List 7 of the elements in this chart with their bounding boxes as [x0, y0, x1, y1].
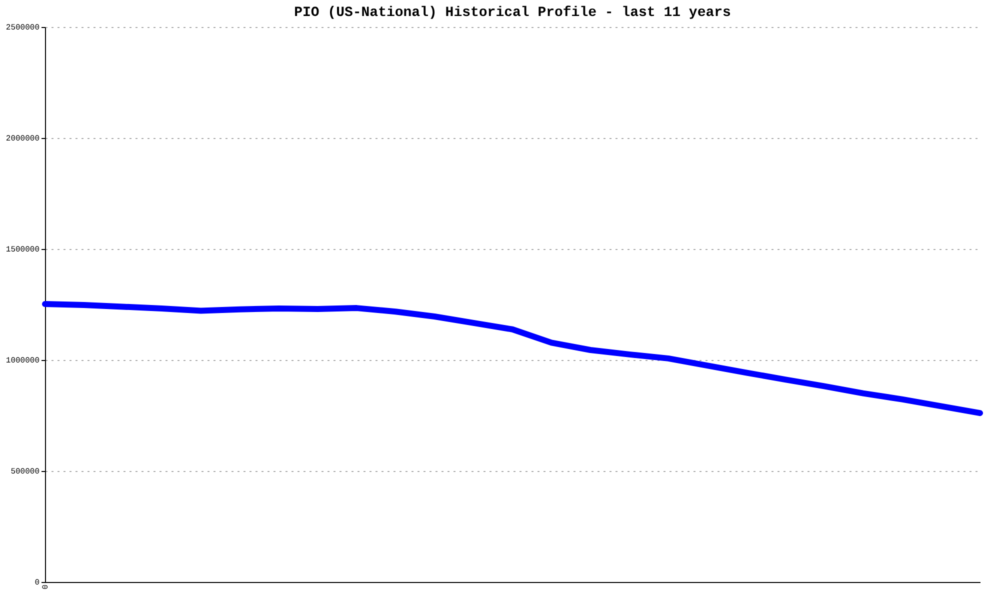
y-tick-label: 2000000 [6, 134, 40, 144]
y-tick-label: 2500000 [6, 24, 40, 32]
y-tick-label: 1500000 [6, 246, 40, 254]
chart-title: PIO (US-National) Historical Profile - last 11 years [294, 5, 731, 21]
y-tick-label: 1000000 [6, 356, 40, 366]
y-tick-label: 0 [34, 578, 40, 588]
y-tick-label: 500000 [10, 468, 40, 476]
